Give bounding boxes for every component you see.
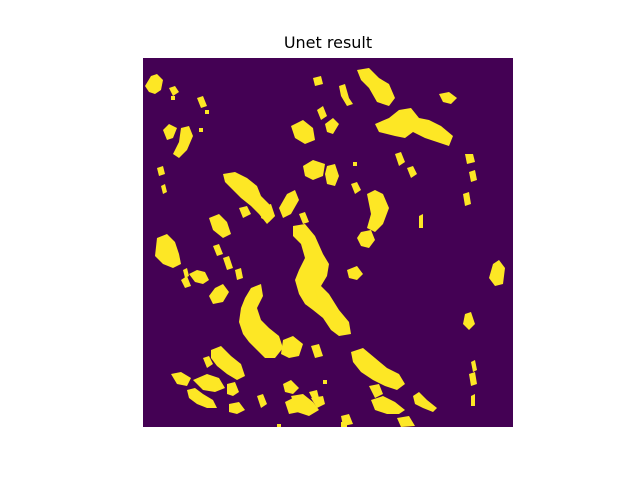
- mask-region: [291, 120, 315, 144]
- mask-region: [291, 394, 319, 416]
- mask-region: [325, 118, 339, 134]
- mask-region: [187, 388, 217, 408]
- mask-region: [223, 256, 233, 270]
- plot-title: Unet result: [283, 33, 373, 52]
- mask-region: [259, 348, 263, 352]
- mask-region: [395, 152, 405, 166]
- mask-region: [145, 74, 163, 94]
- mask-region: [471, 360, 477, 372]
- mask-region: [303, 160, 325, 180]
- mask-region: [293, 224, 351, 336]
- mask-region: [227, 382, 239, 396]
- mask-region: [371, 396, 405, 414]
- mask-region: [209, 214, 231, 238]
- mask-region: [161, 184, 167, 194]
- mask-region: [351, 348, 405, 390]
- mask-region: [347, 266, 363, 280]
- mask-region: [369, 384, 383, 398]
- mask-region: [463, 312, 475, 330]
- mask-region: [197, 96, 207, 108]
- mask-region: [169, 86, 179, 96]
- mask-region: [439, 92, 457, 104]
- mask-region: [407, 166, 417, 178]
- mask-region: [413, 392, 437, 412]
- mask-region: [281, 336, 303, 358]
- mask-region: [193, 374, 225, 392]
- mask-region: [183, 268, 189, 278]
- mask-region: [489, 260, 505, 286]
- mask-region: [239, 206, 251, 218]
- mask-region: [375, 108, 453, 146]
- mask-region: [305, 290, 319, 308]
- mask-region: [171, 96, 175, 100]
- segmentation-image: [143, 58, 513, 427]
- mask-background: [143, 58, 513, 427]
- mask-regions: [145, 68, 505, 427]
- mask-region: [463, 192, 471, 206]
- mask-region: [323, 380, 327, 384]
- mask-region: [155, 234, 181, 268]
- mask-region: [181, 276, 191, 288]
- mask-region: [465, 154, 475, 164]
- mask-region: [325, 164, 339, 186]
- mask-region: [469, 372, 477, 386]
- mask-region: [261, 204, 275, 222]
- mask-region: [341, 422, 347, 427]
- mask-region: [205, 110, 209, 114]
- mask-region: [211, 346, 245, 380]
- mask-region: [189, 270, 209, 284]
- mask-region: [283, 380, 299, 394]
- mask-region: [163, 124, 177, 140]
- segmentation-mask: [143, 58, 513, 427]
- mask-region: [317, 106, 327, 120]
- mask-region: [367, 190, 389, 232]
- mask-region: [157, 166, 165, 176]
- mask-region: [311, 344, 323, 358]
- mask-region: [469, 170, 477, 182]
- mask-region: [173, 126, 193, 158]
- mask-region: [209, 284, 229, 304]
- mask-region: [257, 394, 267, 408]
- mask-region: [313, 76, 323, 86]
- mask-region: [213, 244, 223, 256]
- mask-region: [277, 424, 281, 427]
- mask-region: [357, 68, 395, 106]
- mask-region: [419, 214, 423, 228]
- mask-region: [229, 402, 245, 414]
- mask-region: [351, 182, 361, 194]
- mask-region: [339, 84, 353, 106]
- mask-region: [353, 162, 357, 166]
- mask-region: [199, 128, 203, 132]
- mask-region: [299, 212, 309, 224]
- mask-region: [357, 230, 375, 248]
- mask-region: [203, 356, 213, 368]
- mask-region: [279, 190, 299, 218]
- mask-region: [471, 394, 475, 406]
- mask-region: [239, 284, 283, 358]
- mask-region: [311, 396, 325, 408]
- mask-region: [223, 172, 275, 224]
- mask-region: [235, 268, 243, 280]
- mask-region: [397, 416, 415, 427]
- mask-region: [171, 372, 191, 386]
